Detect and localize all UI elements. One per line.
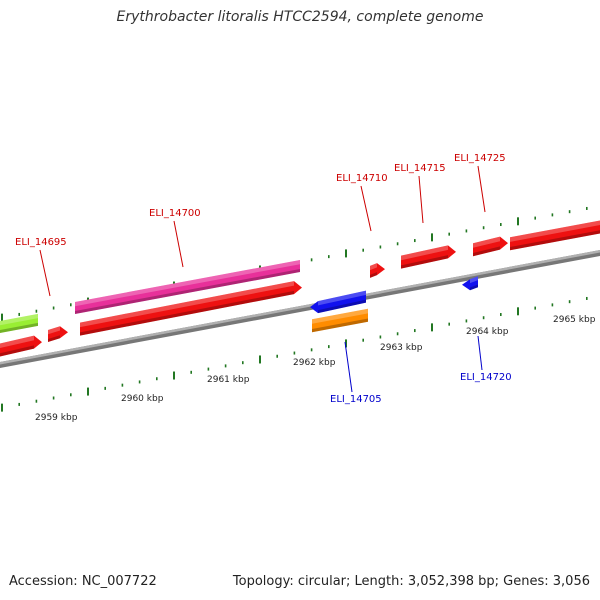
scale-label-2964: 2964 kbp: [466, 327, 509, 337]
gene-labels: ELI_14695 ELI_14700 ELI_14705 ELI_14710 …: [15, 153, 512, 405]
scale-labels: 2959 kbp 2960 kbp 2961 kbp 2962 kbp 2963…: [35, 315, 596, 423]
gene-label-eli-14725[interactable]: ELI_14725: [454, 153, 506, 164]
gene-label-eli-14695[interactable]: ELI_14695: [15, 237, 67, 248]
gene-feature-eli-14710[interactable]: [370, 263, 385, 278]
scale-label-2960: 2960 kbp: [121, 394, 164, 404]
genome-axis: [0, 250, 600, 368]
gene-feature-eli-14700-magenta[interactable]: [75, 260, 300, 314]
gene-features: [0, 220, 600, 357]
scale-label-2961: 2961 kbp: [207, 375, 250, 385]
gene-feature-eli-14720[interactable]: [462, 276, 478, 291]
gene-feature-eli-14725[interactable]: [473, 236, 508, 257]
pointer-eli-14725: [477, 165, 486, 213]
gene-label-eli-14710[interactable]: ELI_14710: [336, 173, 388, 184]
pointer-eli-14695: [39, 249, 51, 297]
pointer-eli-14705: [344, 341, 353, 393]
pointer-eli-14715: [418, 175, 424, 224]
pointer-eli-14710: [360, 185, 372, 232]
gene-feature-red-right[interactable]: [510, 220, 600, 251]
scale-label-2959: 2959 kbp: [35, 413, 78, 423]
gene-label-eli-14720[interactable]: ELI_14720: [460, 372, 512, 383]
gene-label-eli-14715[interactable]: ELI_14715: [394, 163, 446, 174]
gene-feature-eli-14715[interactable]: [401, 245, 456, 269]
gene-feature-eli-14695[interactable]: [48, 326, 68, 343]
scale-label-2962: 2962 kbp: [293, 358, 336, 368]
gene-feature-orange[interactable]: [312, 308, 368, 333]
gene-feature-eli-14705[interactable]: [310, 290, 366, 314]
pointer-eli-14720: [477, 335, 483, 371]
scale-label-2965: 2965 kbp: [553, 315, 596, 325]
gene-label-eli-14705[interactable]: ELI_14705: [330, 394, 382, 405]
scale-label-2963: 2963 kbp: [380, 343, 423, 353]
gene-feature-eli-14700[interactable]: [80, 281, 302, 336]
label-pointers: [39, 165, 486, 393]
gene-feature-red-left[interactable]: [0, 335, 42, 357]
accession-text: Accession: NC_007722: [9, 574, 157, 589]
map-title: Erythrobacter litoralis HTCC2594, comple…: [116, 9, 484, 25]
gene-feature-green[interactable]: [0, 313, 38, 333]
pointer-eli-14700: [173, 220, 184, 268]
genome-summary: Topology: circular; Length: 3,052,398 bp…: [232, 574, 590, 589]
gene-label-eli-14700[interactable]: ELI_14700: [149, 208, 201, 219]
